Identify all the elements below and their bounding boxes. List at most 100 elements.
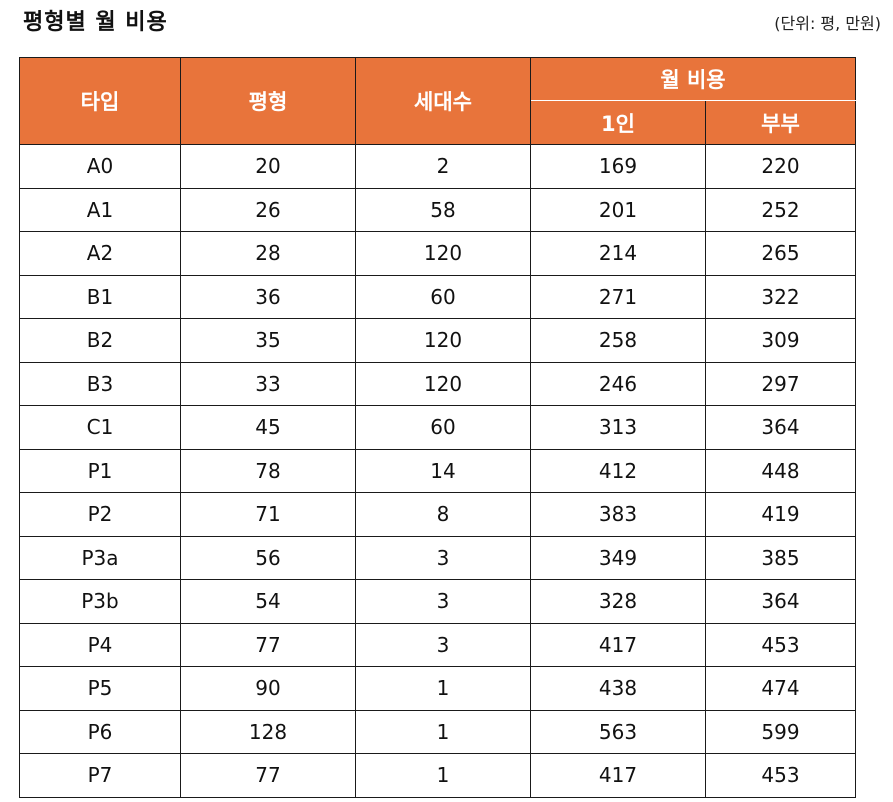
cell-single: 563 [530, 709, 706, 754]
header-couple: 부부 [705, 100, 856, 145]
header-single: 1인 [530, 100, 706, 145]
cell-households: 14 [355, 448, 531, 493]
table-row: B3 33 120 246 297 [19, 361, 856, 406]
header-monthly-cost: 월 비용 [530, 57, 856, 101]
cell-size: 77 [180, 753, 356, 798]
cell-single: 201 [530, 187, 706, 232]
header-row-sub: 1인 부부 [20, 100, 856, 145]
cell-households: 2 [355, 144, 531, 189]
cell-type: B1 [19, 274, 181, 319]
cell-households: 60 [355, 274, 531, 319]
cell-single: 328 [530, 579, 706, 624]
cell-households: 58 [355, 187, 531, 232]
cell-type: P4 [19, 622, 181, 667]
cell-single: 246 [530, 361, 706, 406]
cell-single: 417 [530, 622, 706, 667]
cell-single: 313 [530, 405, 706, 450]
cell-couple: 364 [705, 579, 856, 624]
cell-households: 1 [355, 753, 531, 798]
cell-households: 120 [355, 318, 531, 363]
header-households: 세대수 [355, 57, 531, 145]
table-header: 타입 평형 세대수 월 비용 1인 부부 [19, 57, 856, 145]
cell-couple: 385 [705, 535, 856, 580]
cell-couple: 309 [705, 318, 856, 363]
table-row: P3b 54 3 328 364 [19, 579, 856, 624]
header-row-top: 타입 평형 세대수 월 비용 [19, 57, 856, 145]
table-row: A2 28 120 214 265 [19, 231, 856, 276]
cell-size: 28 [180, 231, 356, 276]
cell-couple: 419 [705, 492, 856, 537]
cell-type: A1 [19, 187, 181, 232]
table-row: B1 36 60 271 322 [19, 274, 856, 319]
cell-single: 271 [530, 274, 706, 319]
cell-households: 3 [355, 579, 531, 624]
table-row: P3a 56 3 349 385 [19, 535, 856, 580]
table-row: A0 20 2 169 220 [19, 144, 856, 189]
cell-size: 45 [180, 405, 356, 450]
cell-couple: 322 [705, 274, 856, 319]
cell-type: P3b [19, 579, 181, 624]
cell-households: 120 [355, 231, 531, 276]
cell-size: 71 [180, 492, 356, 537]
cell-couple: 453 [705, 622, 856, 667]
page-title: 평형별 월 비용 [23, 10, 168, 35]
cell-couple: 474 [705, 666, 856, 711]
cell-couple: 448 [705, 448, 856, 493]
table-body: A0 20 2 169 220 A1 26 58 201 252 A2 28 120 214 265 B1 36… [19, 144, 856, 798]
cell-single: 417 [530, 753, 706, 798]
cell-households: 120 [355, 361, 531, 406]
cell-size: 26 [180, 187, 356, 232]
cell-type: A0 [19, 144, 181, 189]
cell-couple: 453 [705, 753, 856, 798]
cell-single: 169 [530, 144, 706, 189]
table-row: A1 26 58 201 252 [19, 187, 856, 232]
table-row: B2 35 120 258 309 [19, 318, 856, 363]
unit-note: (단위: 평, 만원) [774, 14, 881, 33]
table-row: C1 45 60 313 364 [19, 405, 856, 450]
cell-couple: 220 [705, 144, 856, 189]
cell-size: 78 [180, 448, 356, 493]
cell-type: P7 [19, 753, 181, 798]
cell-size: 36 [180, 274, 356, 319]
cell-type: B2 [19, 318, 181, 363]
header-size: 평형 [180, 57, 356, 145]
cell-single: 258 [530, 318, 706, 363]
cell-single: 383 [530, 492, 706, 537]
cell-type: P2 [19, 492, 181, 537]
cell-single: 412 [530, 448, 706, 493]
cell-size: 56 [180, 535, 356, 580]
cell-couple: 265 [705, 231, 856, 276]
cell-couple: 252 [705, 187, 856, 232]
header-type: 타입 [19, 57, 181, 145]
table-row: P4 77 3 417 453 [19, 622, 856, 667]
cell-couple: 364 [705, 405, 856, 450]
cell-size: 77 [180, 622, 356, 667]
table-row: P1 78 14 412 448 [19, 448, 856, 493]
cell-households: 1 [355, 666, 531, 711]
cell-single: 438 [530, 666, 706, 711]
cell-couple: 297 [705, 361, 856, 406]
cell-households: 8 [355, 492, 531, 537]
cell-couple: 599 [705, 709, 856, 754]
table-row: P5 90 1 438 474 [19, 666, 856, 711]
monthly-cost-table: 타입 평형 세대수 월 비용 1인 부부 A0 20 2 169 220 A1 26 58 20… [19, 57, 856, 798]
cell-type: A2 [19, 231, 181, 276]
cell-size: 90 [180, 666, 356, 711]
table-row: P7 77 1 417 453 [19, 753, 856, 798]
cell-households: 60 [355, 405, 531, 450]
cell-households: 1 [355, 709, 531, 754]
cell-size: 54 [180, 579, 356, 624]
cell-size: 20 [180, 144, 356, 189]
cell-type: B3 [19, 361, 181, 406]
cell-households: 3 [355, 535, 531, 580]
cell-single: 349 [530, 535, 706, 580]
cell-size: 35 [180, 318, 356, 363]
table-row: P2 71 8 383 419 [19, 492, 856, 537]
cell-households: 3 [355, 622, 531, 667]
cell-type: P6 [19, 709, 181, 754]
cell-type: P3a [19, 535, 181, 580]
cell-size: 33 [180, 361, 356, 406]
cell-size: 128 [180, 709, 356, 754]
cell-single: 214 [530, 231, 706, 276]
cell-type: P1 [19, 448, 181, 493]
